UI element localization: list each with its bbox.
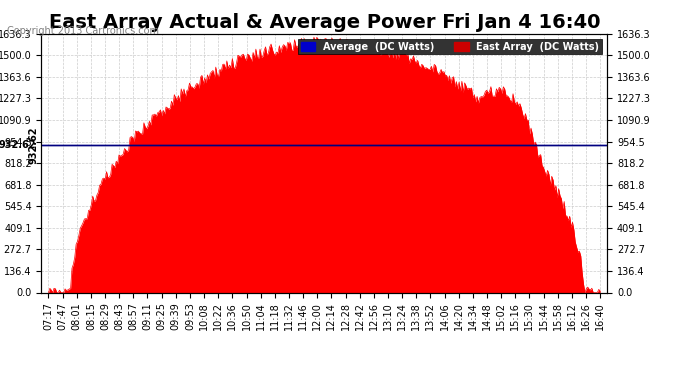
Text: Copyright 2013 Cartronics.com: Copyright 2013 Cartronics.com xyxy=(7,26,159,36)
Text: 932.62: 932.62 xyxy=(0,140,36,150)
Text: 932.62: 932.62 xyxy=(28,126,39,164)
Title: East Array Actual & Average Power Fri Jan 4 16:40: East Array Actual & Average Power Fri Ja… xyxy=(48,13,600,32)
Legend: Average  (DC Watts), East Array  (DC Watts): Average (DC Watts), East Array (DC Watts… xyxy=(298,39,602,54)
